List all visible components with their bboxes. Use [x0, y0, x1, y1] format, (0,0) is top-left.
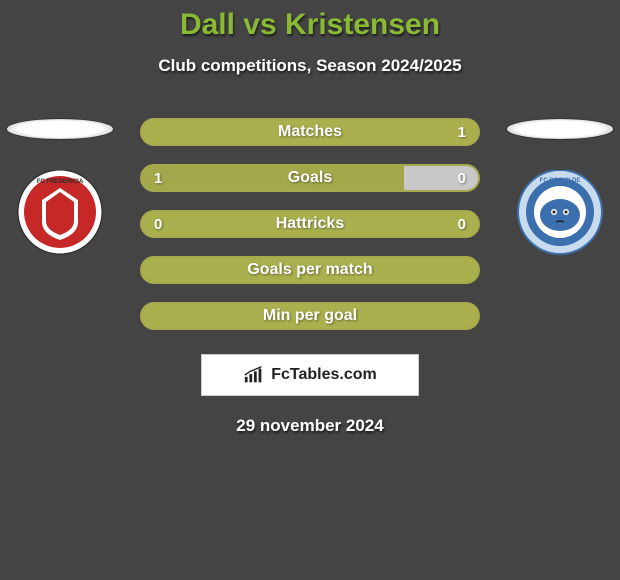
svg-text:FC FREDERICIA: FC FREDERICIA: [37, 179, 84, 185]
page-subtitle: Club competitions, Season 2024/2025: [158, 56, 461, 76]
stat-bar: 1Matches: [140, 118, 480, 146]
stat-label: Goals per match: [142, 261, 478, 279]
svg-text:FC ROSKILDE: FC ROSKILDE: [540, 178, 581, 184]
stats-section: FC FREDERICIA FC ROSKILDE: [0, 118, 620, 348]
watermark-text: FcTables.com: [271, 366, 377, 384]
stat-bar: 00Hattricks: [140, 210, 480, 238]
stat-bar: Min per goal: [140, 302, 480, 330]
player-ellipse-left: [6, 118, 114, 140]
stat-bar: Goals per match: [140, 256, 480, 284]
stat-bars: 1Matches 10Goals 00Hattricks Goals per matc…: [140, 118, 480, 330]
chart-icon: [243, 365, 265, 385]
date-label: 29 november 2024: [236, 416, 383, 436]
stat-label: Hattricks: [142, 215, 478, 233]
team-right-badge: FC ROSKILDE: [510, 170, 610, 255]
watermark: FcTables.com: [201, 354, 419, 396]
stat-label: Min per goal: [142, 307, 478, 325]
stat-bar: 10Goals: [140, 164, 480, 192]
team-left-badge: FC FREDERICIA: [10, 170, 110, 255]
page-title: Dall vs Kristensen: [180, 8, 440, 42]
team-right-column: FC ROSKILDE: [500, 118, 620, 255]
stat-label: Matches: [142, 123, 478, 141]
player-ellipse-right: [506, 118, 614, 140]
stat-label: Goals: [142, 169, 478, 187]
comparison-card: Dall vs Kristensen Club competitions, Se…: [0, 0, 620, 436]
team-left-column: FC FREDERICIA: [0, 118, 120, 255]
